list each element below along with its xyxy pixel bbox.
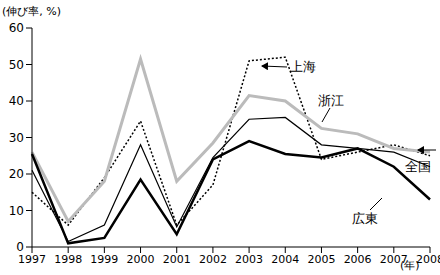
svg-text:2002: 2002 [199, 253, 227, 266]
svg-text:60: 60 [9, 21, 24, 35]
html-text:浙江: 浙江 [318, 93, 344, 108]
svg-text:1998: 1998 [54, 253, 82, 266]
html-text:広東: 広東 [352, 211, 378, 226]
svg-text:2001: 2001 [163, 253, 191, 266]
svg-text:0: 0 [16, 240, 24, 254]
svg-text:1997: 1997 [18, 253, 46, 266]
svg-text:10: 10 [9, 204, 24, 218]
svg-text:1999: 1999 [90, 253, 118, 266]
svg-text:40: 40 [9, 94, 24, 108]
svg-text:20: 20 [9, 167, 24, 181]
svg-text:50: 50 [9, 58, 24, 72]
html-text:全国: 全国 [405, 159, 431, 174]
svg-text:2005: 2005 [307, 253, 335, 266]
html-text:(伸び率, %): (伸び率, %) [2, 5, 61, 18]
svg-text:2006: 2006 [344, 253, 372, 266]
svg-text:30: 30 [9, 131, 24, 145]
svg-text:2004: 2004 [271, 253, 299, 266]
svg-text:2003: 2003 [235, 253, 263, 266]
html-text:上海: 上海 [290, 59, 316, 74]
svg-text:2007: 2007 [379, 252, 408, 266]
svg-text:2000: 2000 [127, 253, 155, 266]
html-text:(年): (年) [400, 259, 420, 272]
